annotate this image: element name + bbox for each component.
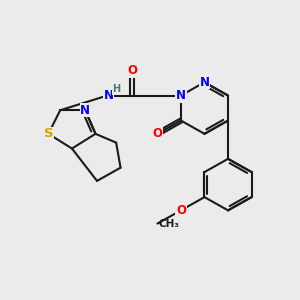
Text: CH₃: CH₃ (159, 219, 180, 229)
Text: N: N (200, 76, 209, 89)
Text: N: N (80, 104, 90, 117)
Text: N: N (176, 89, 186, 102)
Text: O: O (176, 204, 186, 217)
Text: H: H (112, 84, 120, 94)
Text: N: N (104, 89, 114, 102)
Text: S: S (44, 127, 53, 140)
Text: O: O (127, 64, 137, 77)
Text: O: O (152, 127, 162, 140)
